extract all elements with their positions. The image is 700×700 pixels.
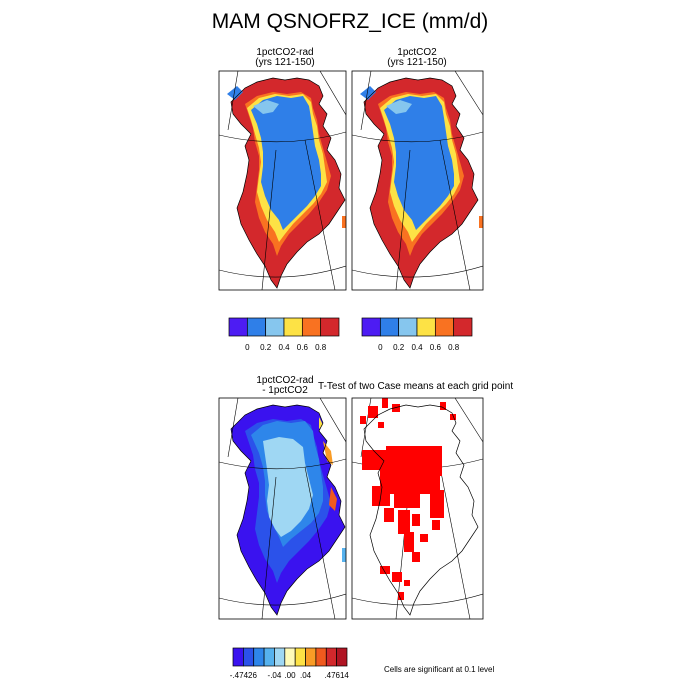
colorbar-swatch [283,317,303,337]
colorbar-swatch [228,317,248,337]
map-panel-1pctco2 [352,71,483,290]
panel-title-difference: 1pctCO2-rad - 1pctCO2 [225,376,345,396]
colorbar-swatch [416,317,436,337]
colorbar-tick-label: 0.8 [315,343,327,352]
colorbar-top-right [361,317,473,337]
colorbar-swatch [453,317,473,337]
colorbar-tick-label: 0.2 [260,343,272,352]
panel-title-line2: (yrs 121-150) [387,57,447,68]
map-panel-1pctco2-rad [219,71,346,290]
panel-frame [218,397,347,620]
colorbar-swatch [336,647,348,667]
panel-title-ttest: T-Test of two Case means at each grid po… [318,381,514,392]
colorbar-swatch [301,317,322,337]
panel-frame [351,397,484,620]
panel-title-line1: 1pctCO2 [397,47,437,58]
colorbar-tick-label: -.47426 [229,671,257,680]
colorbar-swatch [294,647,306,667]
panel-title-line1: 1pctCO2-rad [256,375,314,386]
colorbar-swatch [265,317,285,337]
colorbar-tick-label: 0 [378,343,383,352]
colorbar-swatch [274,647,286,667]
colorbar-swatch [253,647,265,667]
panel-title-line2: - 1pctCO2 [262,385,308,396]
colorbar-bottom [232,647,348,667]
colorbar-tick-label: .00 [284,671,296,680]
colorbar-swatch [325,647,337,667]
colorbar-tick-label: 0.6 [429,343,441,352]
colorbar-tick-label: 0 [245,343,250,352]
colorbar-swatch [398,317,418,337]
colorbar-tick-label: .47614 [324,671,349,680]
panel-title-1pctco2-rad: 1pctCO2-rad (yrs 121-150) [225,48,345,68]
colorbar-swatch [243,647,255,667]
panel-frame [351,70,484,291]
panel-frame [218,70,347,291]
significance-note: Cells are significant at 0.1 level [384,665,495,674]
map-panel-difference [219,398,346,619]
colorbar-tick-label: 0.2 [393,343,405,352]
colorbar-swatch [315,647,327,667]
colorbar-swatch [263,647,275,667]
colorbar-swatch [379,317,400,337]
colorbar-tick-label: 0.4 [411,343,423,352]
colorbar-tick-label: 0.6 [296,343,308,352]
colorbar-tick-label: 0.8 [448,343,460,352]
colorbar-swatch [246,317,267,337]
colorbar-swatch [361,317,381,337]
colorbar-swatch [232,647,244,667]
colorbar-swatch [305,647,317,667]
map-panel-ttest [352,398,483,619]
colorbar-tick-label: .04 [299,671,312,680]
colorbar-tick-label: -.04 [267,671,282,680]
significant-cells [360,398,456,600]
panel-title-line2: (yrs 121-150) [255,57,315,68]
figure-title: MAM QSNOFRZ_ICE (mm/d) [211,10,489,33]
panel-title-1pctco2: 1pctCO2 (yrs 121-150) [357,48,477,68]
colorbar-swatch [284,647,296,667]
colorbar-swatch [320,317,340,337]
panel-title-line1: 1pctCO2-rad [256,47,314,58]
colorbar-tick-label: 0.4 [278,343,290,352]
colorbar-swatch [434,317,455,337]
colorbar-top-left [228,317,340,337]
